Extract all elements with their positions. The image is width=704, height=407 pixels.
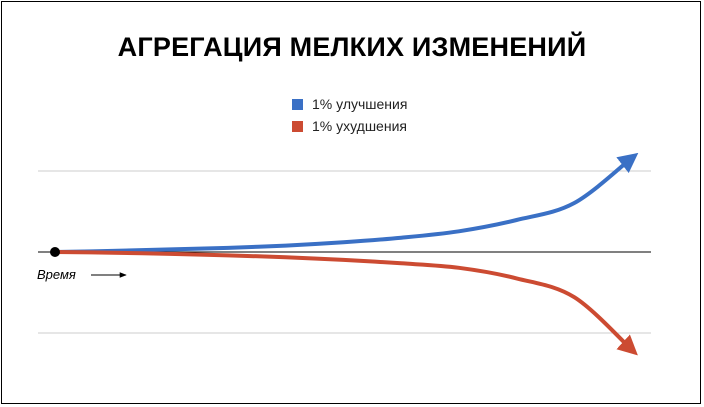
series-line-decline: [53, 250, 638, 356]
series-line-improvement: [53, 152, 639, 254]
legend-item-decline: 1% ухудшения: [292, 115, 407, 137]
legend-label-improvement: 1% улучшения: [312, 96, 408, 112]
legend: 1% улучшения 1% ухудшения: [292, 93, 407, 137]
legend-item-improvement: 1% улучшения: [292, 93, 407, 115]
start-point-marker: [50, 247, 60, 257]
chart-title: АГРЕГАЦИЯ МЕЛКИХ ИЗМЕНЕНИЙ: [117, 32, 587, 62]
legend-swatch-improvement: [292, 98, 303, 110]
legend-label-decline: 1% ухудшения: [312, 118, 407, 134]
legend-swatch-decline: [292, 120, 303, 132]
x-axis-label: Время: [37, 267, 76, 282]
